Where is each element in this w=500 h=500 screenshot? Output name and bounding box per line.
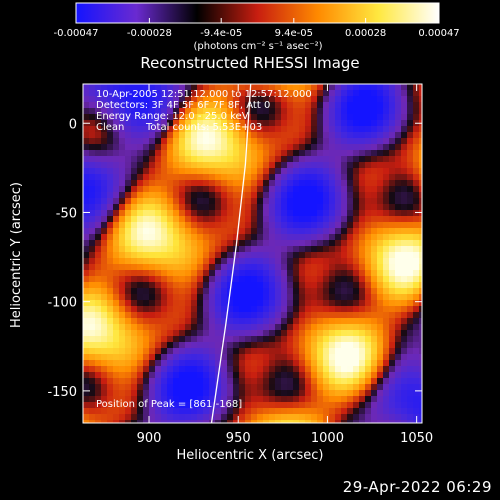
chart-title: Reconstructed RHESSI Image: [140, 54, 359, 72]
plot-frame: [82, 83, 423, 424]
y-axis-ticks: 0 -50 -100 -150: [47, 117, 422, 400]
detectors-annotation: Detectors: 3F 4F 5F 6F 7F 8F, Att 0: [96, 100, 270, 111]
colorbar: [75, 2, 440, 24]
colorbar-tick-label: -0.00028: [127, 28, 172, 39]
colorbar-tick-label: 0.00047: [418, 28, 459, 39]
y-tick-label: -150: [47, 385, 77, 400]
total-counts-annotation: Total counts: 5.53E+03: [145, 122, 262, 133]
colorbar-tick-label: 9.4e-05: [275, 28, 313, 39]
colorbar-ticks: -0.00047 -0.00028 -9.4e-05 9.4e-05 0.00028 0.…: [54, 18, 460, 39]
x-tick-label: 1000: [311, 431, 344, 446]
y-tick-label: 0: [69, 117, 77, 132]
generation-timestamp: 29-Apr-2022 06:29: [342, 478, 492, 496]
peak-position-annotation: Position of Peak = [861,-168]: [96, 399, 242, 410]
y-tick-label: -100: [47, 296, 77, 311]
colorbar-tick-label: -0.00047: [54, 28, 99, 39]
algorithm-annotation: Clean: [96, 122, 124, 133]
x-tick-label: 1050: [400, 431, 433, 446]
colorbar-unit-label: (photons cm⁻² s⁻¹ asec⁻²): [193, 41, 322, 52]
x-tick-label: 900: [137, 431, 162, 446]
y-tick-label: -50: [56, 206, 77, 221]
time-range-annotation: 10-Apr-2005 12:51:12.000 to 12:57:12.000: [96, 89, 312, 100]
colorbar-tick-label: -9.4e-05: [200, 28, 242, 39]
solar-limb-line: [210, 84, 252, 423]
x-tick-label: 950: [226, 431, 251, 446]
y-axis-label: Heliocentric Y (arcsec): [9, 182, 24, 328]
colorbar-tick-label: 0.00028: [345, 28, 386, 39]
x-axis-label: Heliocentric X (arcsec): [177, 448, 324, 463]
energy-range-annotation: Energy Range: 12.0 - 25.0 keV: [96, 111, 249, 122]
heatmap-image: [83, 84, 422, 423]
x-axis-ticks: 900 950 1000 1050: [137, 84, 433, 446]
